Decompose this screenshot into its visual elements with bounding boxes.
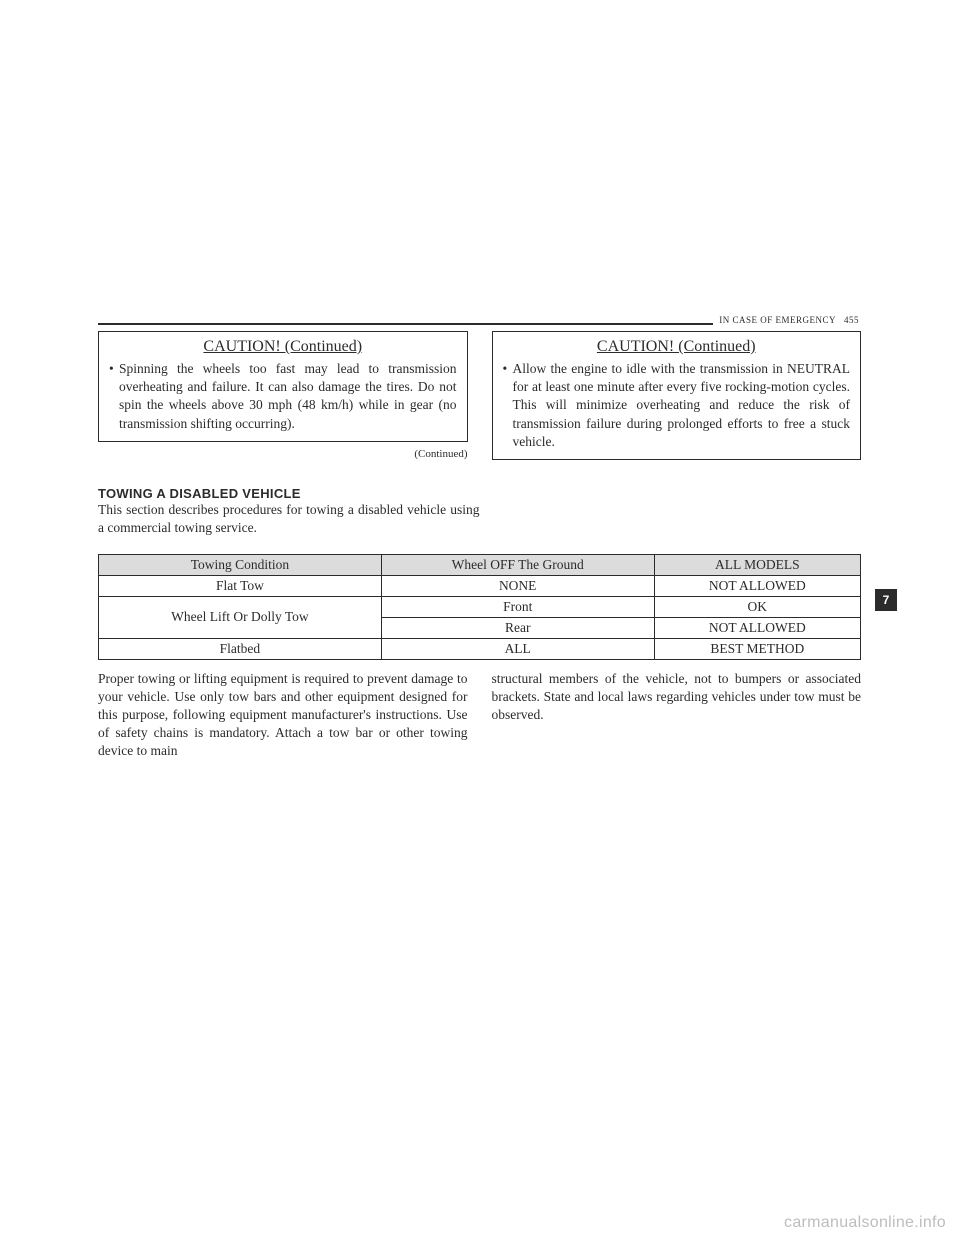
table-cell: Flat Tow	[99, 575, 382, 596]
table-cell: NOT ALLOWED	[654, 617, 860, 638]
page-header: IN CASE OF EMERGENCY 455	[713, 315, 861, 325]
table-cell: NOT ALLOWED	[654, 575, 860, 596]
table-cell: Wheel Lift Or Dolly Tow	[99, 596, 382, 638]
table-header: ALL MODELS	[654, 554, 860, 575]
towing-table: Towing Condition Wheel OFF The Ground AL…	[98, 554, 861, 660]
caution-box-left: CAUTION! (Continued) • Spinning the whee…	[98, 331, 468, 442]
table-row: Flat Tow NONE NOT ALLOWED	[99, 575, 861, 596]
header-page-number: 455	[844, 315, 859, 325]
table-header: Wheel OFF The Ground	[381, 554, 654, 575]
table-cell: Rear	[381, 617, 654, 638]
table-header-row: Towing Condition Wheel OFF The Ground AL…	[99, 554, 861, 575]
caution-title-right: CAUTION! (Continued)	[503, 338, 851, 356]
caution-columns: CAUTION! (Continued) • Spinning the whee…	[98, 331, 861, 460]
towing-section-intro: This section describes procedures for to…	[98, 501, 480, 537]
table-row: Flatbed ALL BEST METHOD	[99, 638, 861, 659]
bullet-icon: •	[503, 360, 513, 451]
left-column: CAUTION! (Continued) • Spinning the whee…	[98, 331, 468, 460]
table-cell: NONE	[381, 575, 654, 596]
lower-left-text: Proper towing or lifting equipment is re…	[98, 670, 468, 761]
watermark: carmanualsonline.info	[784, 1214, 946, 1232]
caution-title-left: CAUTION! (Continued)	[109, 338, 457, 356]
caution-bullet-left: • Spinning the wheels too fast may lead …	[109, 360, 457, 433]
manual-page: IN CASE OF EMERGENCY 455 CAUTION! (Conti…	[98, 323, 861, 761]
caution-bullet-right: • Allow the engine to idle with the tran…	[503, 360, 851, 451]
towing-section-title: TOWING A DISABLED VEHICLE	[98, 486, 861, 501]
caution-box-right: CAUTION! (Continued) • Allow the engine …	[492, 331, 862, 460]
bullet-icon: •	[109, 360, 119, 433]
table-cell: Front	[381, 596, 654, 617]
table-cell: BEST METHOD	[654, 638, 860, 659]
chapter-tab: 7	[875, 589, 897, 611]
lower-right-text: structural members of the vehicle, not t…	[492, 670, 862, 761]
table-cell: Flatbed	[99, 638, 382, 659]
right-column: CAUTION! (Continued) • Allow the engine …	[492, 331, 862, 460]
header-section: IN CASE OF EMERGENCY	[719, 315, 836, 325]
table-header: Towing Condition	[99, 554, 382, 575]
table-row: Wheel Lift Or Dolly Tow Front OK	[99, 596, 861, 617]
table-cell: OK	[654, 596, 860, 617]
continued-label: (Continued)	[98, 448, 468, 460]
lower-columns: Proper towing or lifting equipment is re…	[98, 670, 861, 761]
caution-text-right: Allow the engine to idle with the transm…	[513, 360, 851, 451]
caution-text-left: Spinning the wheels too fast may lead to…	[119, 360, 457, 433]
table-cell: ALL	[381, 638, 654, 659]
